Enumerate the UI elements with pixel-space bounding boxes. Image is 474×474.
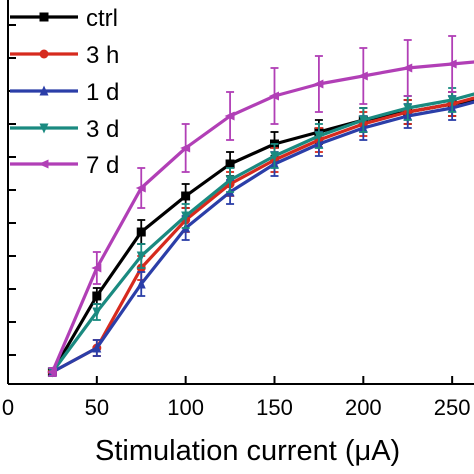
x-tick-label: 150 [256,395,293,420]
data-point [403,103,413,114]
series-7-d [46,35,474,377]
data-point [46,367,57,377]
data-point [314,131,324,142]
data-point [181,211,191,222]
data-point [225,159,235,169]
data-point [92,291,102,301]
legend-item: 1 d [10,79,119,106]
data-point [136,251,146,262]
x-tick-label: 250 [434,395,471,420]
data-point [224,111,235,121]
legend-label: 3 h [86,42,119,69]
legend-item: 3 h [10,42,119,69]
series-layer [46,35,474,378]
y-axis-ticks [8,24,16,356]
legend-item: 7 d [10,152,119,179]
legend-item: 3 d [10,116,119,143]
x-tick-label: 100 [167,395,204,420]
data-point [447,95,457,106]
legend-marker [39,12,49,22]
legend-label: 1 d [86,79,119,106]
data-point [135,183,146,193]
data-point [181,191,191,201]
data-point [357,71,368,81]
x-axis-ticks: 0 50 100 150 200 250 [2,376,471,420]
data-point [268,91,279,101]
x-axis-title: Stimulation current (μA) [95,435,400,467]
legend-marker [38,159,49,169]
data-point [402,63,413,73]
legend-item: ctrl [10,5,118,32]
legend-label: 3 d [86,116,119,143]
x-tick-label: 50 [85,395,109,420]
data-point [180,143,191,153]
data-point [91,263,102,273]
data-point [92,307,102,318]
data-point [136,278,146,289]
data-point [92,342,102,353]
plot-area: 0 50 100 150 200 250 [2,0,474,420]
data-point [358,115,368,126]
legend: ctrl 3 h 1 d 3 d 7 d [10,5,119,179]
data-point [269,151,279,162]
data-point [225,175,235,186]
x-tick-label: 200 [345,395,382,420]
legend-label: ctrl [86,5,118,32]
legend-marker [39,49,49,59]
legend-marker [39,123,49,134]
data-point [313,79,324,89]
x-tick-label: 0 [2,395,14,420]
data-point [446,59,457,69]
legend-marker [39,85,49,96]
data-point [136,227,146,237]
legend-label: 7 d [86,152,119,179]
